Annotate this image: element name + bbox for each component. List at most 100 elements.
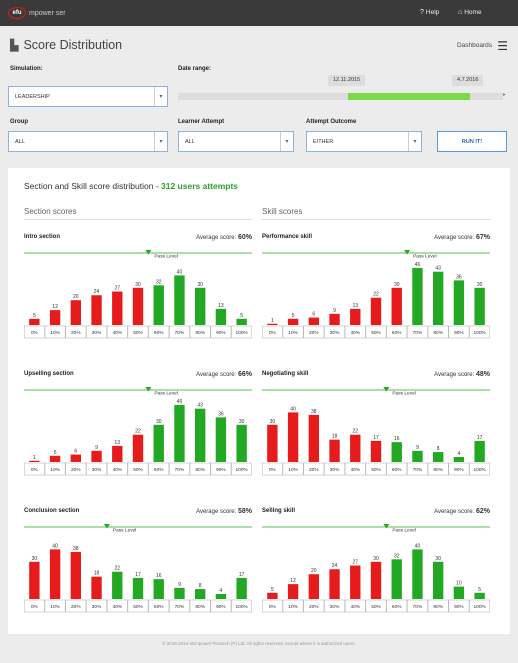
bar[interactable]: [174, 275, 185, 325]
bar[interactable]: [215, 594, 227, 599]
bar[interactable]: [70, 300, 81, 325]
date-end-label: 4.7.2016: [452, 75, 484, 86]
category-label: 100%: [235, 467, 248, 473]
bar[interactable]: [370, 440, 382, 462]
bar[interactable]: [112, 291, 123, 325]
bar[interactable]: [70, 454, 81, 462]
bar[interactable]: [174, 587, 185, 599]
bar[interactable]: [267, 592, 278, 599]
bar[interactable]: [433, 561, 444, 599]
bar[interactable]: [215, 308, 227, 325]
bar[interactable]: [132, 287, 144, 325]
average-label: Average score:: [196, 372, 237, 378]
bar[interactable]: [412, 549, 423, 599]
bar[interactable]: [153, 424, 164, 462]
bar[interactable]: [236, 577, 247, 599]
bar[interactable]: [195, 287, 206, 325]
bar[interactable]: [287, 584, 299, 599]
category-label: 30%: [92, 467, 102, 473]
bar[interactable]: [267, 323, 278, 325]
bar[interactable]: [29, 318, 40, 325]
bar[interactable]: [112, 445, 123, 462]
bar[interactable]: [412, 450, 423, 462]
category-label: 20%: [309, 467, 319, 473]
category-label: 40%: [112, 604, 122, 610]
bar[interactable]: [412, 267, 423, 325]
bar[interactable]: [49, 549, 61, 599]
help-link[interactable]: ? Help: [420, 9, 439, 16]
bar[interactable]: [91, 295, 102, 325]
bar[interactable]: [236, 318, 247, 325]
category-cell: [344, 325, 366, 339]
bar[interactable]: [370, 297, 382, 325]
dashboards-link[interactable]: Dashboards: [456, 42, 492, 49]
bar[interactable]: [433, 271, 444, 325]
bar[interactable]: [350, 565, 361, 599]
bar[interactable]: [391, 442, 402, 462]
category-cell: [282, 325, 304, 339]
bar[interactable]: [474, 592, 485, 599]
pass-level-marker: [383, 387, 390, 392]
home-link[interactable]: ⌂ Home: [458, 9, 482, 16]
bar[interactable]: [329, 439, 340, 462]
bar[interactable]: [153, 579, 164, 599]
bar[interactable]: [29, 561, 40, 599]
bar[interactable]: [287, 412, 299, 462]
bar[interactable]: [453, 586, 465, 599]
bar[interactable]: [433, 452, 444, 462]
attempt-outcome-select[interactable]: EITHER ▾: [306, 131, 422, 152]
bar[interactable]: [195, 589, 206, 599]
category-label: 30%: [330, 604, 340, 610]
slider-right-arrow-icon[interactable]: ▸: [503, 92, 507, 98]
bar-value-label: 32: [394, 553, 400, 559]
bar[interactable]: [267, 424, 278, 462]
bar[interactable]: [215, 417, 227, 462]
bar[interactable]: [91, 450, 102, 462]
bar-value-label: 17: [135, 572, 141, 578]
bar[interactable]: [329, 569, 340, 599]
bar[interactable]: [474, 287, 485, 325]
bar-chart-icon: ▙: [10, 39, 19, 52]
bar[interactable]: [112, 571, 123, 599]
bar[interactable]: [153, 285, 164, 325]
bar[interactable]: [391, 559, 402, 599]
attempt-outcome-label: Attempt Outcome: [306, 119, 357, 125]
bar[interactable]: [370, 561, 382, 599]
bar[interactable]: [474, 440, 485, 462]
bar[interactable]: [91, 576, 102, 599]
bar[interactable]: [350, 434, 361, 462]
bar[interactable]: [49, 310, 61, 325]
run-it-button[interactable]: RUN IT!: [437, 131, 507, 152]
bar[interactable]: [132, 577, 144, 599]
simulation-select[interactable]: LEADERSHIP ▾: [8, 86, 168, 107]
category-cell: [44, 325, 66, 339]
bar[interactable]: [174, 404, 185, 462]
bar[interactable]: [308, 574, 319, 599]
category-cell: [231, 325, 252, 339]
bar[interactable]: [236, 424, 247, 462]
bar[interactable]: [49, 455, 61, 462]
category-label: 90%: [454, 604, 464, 610]
category-cell: [24, 462, 45, 476]
hamburger-menu-icon[interactable]: ☰: [497, 39, 508, 53]
category-label: 60%: [392, 467, 402, 473]
bar[interactable]: [132, 434, 144, 462]
bar[interactable]: [70, 551, 81, 599]
logo[interactable]: efu mpower ser: [8, 7, 66, 19]
bar[interactable]: [329, 313, 340, 325]
category-cell: [24, 599, 45, 613]
bar[interactable]: [308, 317, 319, 325]
bar[interactable]: [391, 287, 402, 325]
bar[interactable]: [287, 318, 299, 325]
bar[interactable]: [453, 280, 465, 325]
bar[interactable]: [350, 308, 361, 325]
bar[interactable]: [453, 457, 465, 462]
category-cell: [106, 462, 128, 476]
bar[interactable]: [308, 414, 319, 462]
learner-attempt-select[interactable]: ALL ▾: [178, 131, 294, 152]
chart-panel-upselling-section: Upselling section Average score: 66% Pas…: [24, 371, 252, 476]
bar[interactable]: [195, 408, 206, 462]
bar[interactable]: [29, 460, 40, 462]
date-range-slider[interactable]: [178, 93, 503, 100]
group-select[interactable]: ALL ▾: [8, 131, 168, 152]
